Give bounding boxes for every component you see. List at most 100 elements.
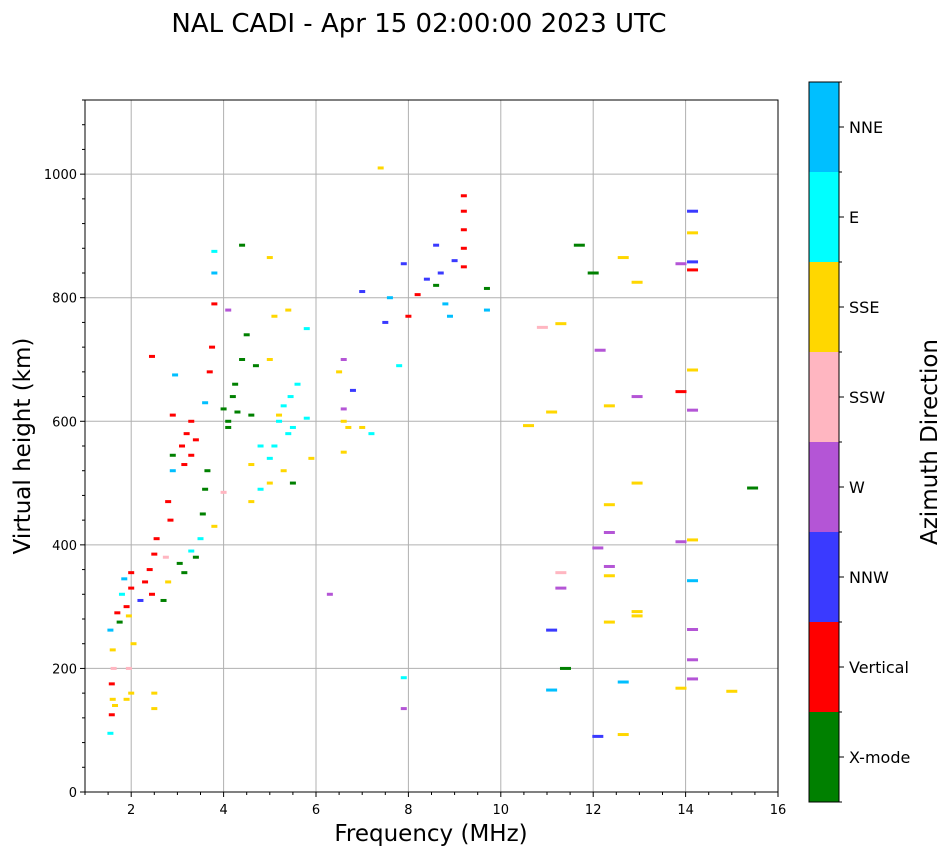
data-point (675, 262, 687, 266)
colorbar-label-nnw: NNW (849, 568, 889, 587)
data-point (603, 503, 615, 507)
data-point (675, 686, 687, 690)
colorbar-label-w: W (849, 478, 865, 497)
data-point (460, 265, 467, 269)
data-point (232, 382, 239, 386)
data-point (603, 404, 615, 408)
data-point (209, 345, 216, 349)
data-point (326, 592, 333, 596)
y-axis-ticks: 0 200 400 600 800 1000 (44, 99, 85, 801)
data-point (211, 302, 218, 306)
data-point (340, 450, 347, 454)
data-point (675, 390, 687, 394)
y-tick-label: 0 (69, 786, 77, 801)
data-point (687, 538, 699, 542)
x-tick-label: 12 (585, 803, 602, 818)
data-point (220, 490, 227, 494)
data-point (687, 231, 699, 235)
colorbar-segment (809, 532, 839, 622)
colorbar: X-mode Vertical NNW W SSW SSE E NNE (808, 81, 910, 803)
data-point (243, 333, 250, 337)
y-tick-label: 1000 (44, 168, 77, 183)
colorbar-label-sse: SSE (849, 298, 879, 317)
data-point (169, 413, 176, 417)
data-point (125, 614, 132, 618)
data-point (280, 404, 287, 408)
data-point (160, 598, 167, 602)
data-point (747, 486, 759, 490)
data-point (192, 438, 199, 442)
data-point (248, 500, 255, 504)
data-point (165, 500, 172, 504)
data-point (726, 689, 738, 693)
data-point (555, 586, 567, 590)
data-point (400, 676, 407, 680)
data-point (225, 425, 232, 429)
data-point (289, 481, 296, 485)
data-point (675, 540, 687, 544)
data-point (116, 620, 123, 624)
data-point (146, 568, 153, 572)
data-point (336, 370, 343, 374)
data-point (266, 358, 273, 361)
data-point (594, 348, 606, 352)
data-point (271, 444, 278, 448)
plot-frame (84, 99, 779, 793)
data-point (112, 704, 119, 707)
colorbar-label-x-mode: X-mode (849, 748, 910, 767)
data-point (687, 658, 699, 662)
data-point (345, 425, 352, 429)
data-point (220, 407, 227, 411)
data-point (271, 314, 278, 318)
data-point (573, 243, 585, 247)
data-point (107, 731, 114, 735)
x-tick-label: 16 (770, 803, 787, 818)
data-point (188, 419, 195, 423)
data-point (153, 537, 160, 541)
data-point (603, 531, 615, 534)
x-tick-label: 4 (219, 803, 227, 818)
colorbar-label-ssw: SSW (849, 388, 885, 407)
data-point (110, 666, 117, 670)
data-point (162, 555, 169, 559)
data-point (405, 314, 412, 318)
data-point (340, 407, 347, 411)
data-point (188, 453, 195, 457)
data-point (151, 691, 158, 695)
data-point (400, 262, 407, 266)
y-tick-label: 800 (52, 292, 77, 307)
data-point (181, 571, 188, 575)
data-point (285, 432, 292, 436)
data-point (631, 481, 643, 485)
colorbar-segment (809, 442, 839, 532)
data-point (137, 598, 144, 602)
x-tick-label: 10 (493, 803, 510, 818)
data-point (229, 395, 236, 399)
data-point (303, 416, 310, 420)
data-point (225, 419, 232, 423)
data-point (123, 697, 130, 701)
data-point (128, 586, 135, 590)
data-point (460, 194, 467, 198)
data-point (437, 271, 444, 275)
data-point (225, 308, 232, 312)
data-point (400, 707, 407, 711)
data-point (555, 571, 567, 575)
data-point (239, 358, 246, 361)
data-point (460, 209, 467, 213)
data-point (257, 444, 264, 448)
data-point (128, 691, 135, 695)
colorbar-segment (809, 262, 839, 352)
data-point (483, 308, 490, 312)
data-point (202, 487, 209, 491)
data-point (587, 271, 599, 275)
data-point (687, 268, 699, 272)
data-point (377, 166, 384, 170)
data-point (181, 463, 188, 467)
data-point (446, 314, 453, 318)
data-point (118, 592, 125, 596)
data-point (359, 425, 366, 429)
data-point (687, 368, 699, 372)
data-point (603, 564, 615, 568)
